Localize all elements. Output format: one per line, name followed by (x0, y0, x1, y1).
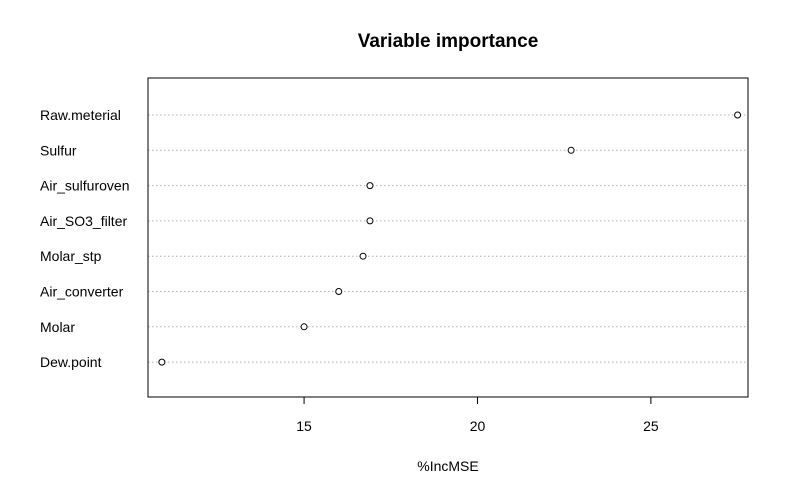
x-tick-label: 20 (470, 418, 486, 434)
category-label: Sulfur (40, 142, 77, 158)
data-point (366, 217, 374, 225)
category-labels: Raw.meterial Sulfur Air_sulfuroven Air_SO3_… (40, 107, 130, 370)
x-axis: 15 20 25 (296, 396, 659, 434)
data-point (300, 323, 308, 331)
category-label: Raw.meterial (40, 107, 121, 123)
x-tick-label: 25 (643, 418, 659, 434)
data-point (567, 146, 575, 154)
data-point (158, 358, 166, 366)
data-point (359, 252, 367, 260)
category-label: Air_converter (40, 284, 124, 300)
data-point (366, 182, 374, 190)
data-points (158, 111, 742, 366)
chart-title: Variable importance (358, 31, 539, 52)
x-tick-label: 15 (296, 418, 312, 434)
data-point (734, 111, 742, 119)
category-label: Molar_stp (40, 248, 102, 264)
grid-lines (148, 114, 748, 363)
category-label: Dew.point (40, 354, 102, 370)
data-point (335, 288, 343, 295)
x-axis-label: %IncMSE (417, 458, 478, 474)
category-label: Air_sulfuroven (40, 178, 130, 194)
category-label: Air_SO3_filter (40, 213, 127, 229)
category-label: Molar (40, 319, 75, 335)
plot-frame (147, 77, 749, 398)
